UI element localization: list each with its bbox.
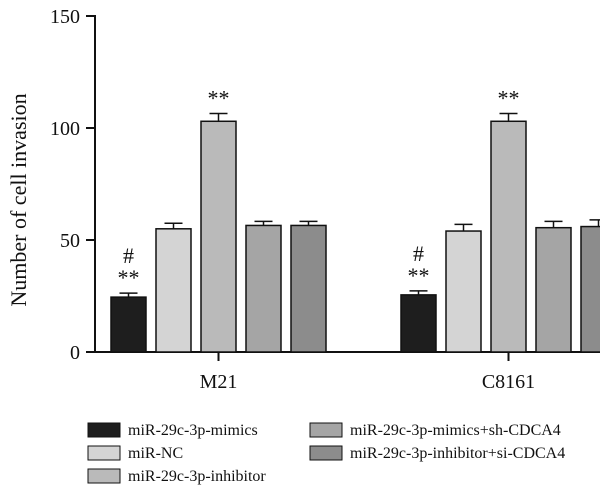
legend-swatch: [87, 422, 121, 438]
bar: [290, 224, 327, 353]
significance-label: **: [498, 85, 520, 110]
bar: [400, 294, 437, 353]
bar: [580, 225, 600, 353]
bars: [110, 112, 600, 353]
legend-label: miR-29c-3p-mimics: [128, 422, 258, 439]
bar: [245, 224, 282, 353]
x-tick-label: C8161: [482, 371, 535, 393]
bar: [155, 228, 192, 353]
bar: [445, 230, 482, 353]
y-tick-label: 0: [70, 342, 80, 364]
significance-label: **: [208, 85, 230, 110]
y-tick-label: 100: [50, 118, 80, 140]
legend-label: miR-29c-3p-inhibitor+si-CDCA4: [350, 445, 565, 462]
y-axis-title: Number of cell invasion: [6, 93, 31, 306]
legend-swatch: [309, 445, 343, 461]
legend-label: miR-29c-3p-inhibitor: [128, 468, 266, 485]
significance-label: **: [118, 265, 140, 290]
significance-label: #: [413, 241, 424, 266]
significance-label: #: [123, 243, 134, 268]
bar: [535, 226, 572, 353]
legend-swatch: [87, 445, 121, 461]
legend: miR-29c-3p-mimics miR-NC miR-29c-3p-inhibi…: [87, 422, 565, 485]
legend-swatch: [309, 422, 343, 438]
significance-label: **: [408, 263, 430, 288]
legend-label: miR-29c-3p-mimics+sh-CDCA4: [350, 422, 561, 439]
y-tick-label: 150: [50, 6, 80, 28]
legend-label: miR-NC: [128, 445, 183, 462]
legend-swatch: [87, 468, 121, 484]
x-tick-label: M21: [200, 371, 238, 393]
y-tick-label: 50: [60, 230, 80, 252]
bar: [490, 120, 527, 353]
bar: [200, 120, 237, 353]
bar: [110, 296, 147, 353]
annotations: **#****#**: [118, 85, 520, 290]
